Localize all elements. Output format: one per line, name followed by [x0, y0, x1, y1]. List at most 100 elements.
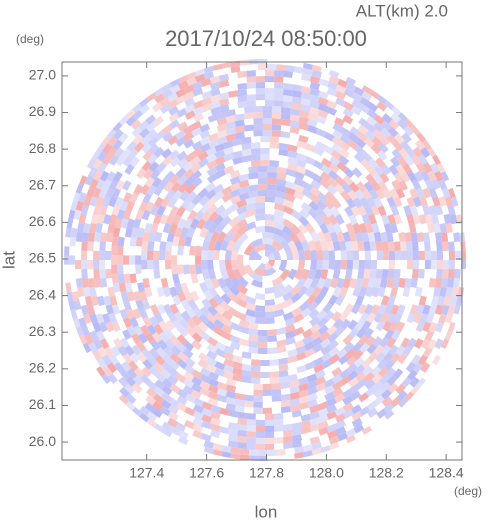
- field-cell: [274, 209, 285, 218]
- field-cell: [381, 396, 393, 407]
- x-tick-label: 128.4: [429, 465, 464, 481]
- field-cell: [427, 147, 437, 158]
- field-cell: [422, 321, 432, 333]
- field-cell: [412, 250, 419, 260]
- field-cell: [363, 327, 374, 339]
- field-cell: [254, 226, 265, 234]
- field-cell: [278, 148, 289, 157]
- field-cell: [332, 122, 344, 133]
- field-cell: [347, 377, 359, 388]
- field-cell: [300, 413, 311, 422]
- field-cell: [284, 193, 296, 203]
- field-cell: [186, 191, 197, 202]
- field-cell: [147, 136, 159, 147]
- field-cell: [64, 255, 70, 265]
- field-cell: [190, 389, 202, 400]
- field-cell: [292, 440, 303, 448]
- field-cell: [311, 441, 322, 450]
- field-cell: [107, 362, 118, 374]
- field-cell: [418, 295, 427, 306]
- field-cell: [262, 111, 272, 119]
- field-cell: [225, 109, 236, 117]
- field-cell: [262, 123, 272, 131]
- field-cell: [192, 81, 203, 90]
- field-cell: [230, 195, 241, 205]
- field-cell: [361, 151, 373, 162]
- field-cell: [201, 414, 212, 423]
- field-cell: [299, 208, 311, 219]
- field-cell: [319, 331, 331, 342]
- field-cell: [206, 196, 218, 208]
- field-cell: [237, 232, 249, 244]
- field-cell: [126, 325, 137, 337]
- field-cell: [276, 172, 287, 181]
- field-cell: [206, 312, 218, 324]
- field-cell: [253, 389, 263, 396]
- field-cell: [348, 231, 357, 242]
- field-cell: [158, 177, 170, 189]
- field-cell: [283, 70, 293, 78]
- field-cell: [125, 115, 137, 127]
- field-cell: [165, 214, 175, 225]
- field-cell: [334, 325, 345, 337]
- field-cell: [253, 383, 263, 390]
- field-cell: [89, 330, 99, 342]
- field-cell: [141, 142, 152, 154]
- field-cell: [218, 79, 230, 88]
- field-cell: [377, 150, 388, 161]
- field-cell: [411, 179, 422, 191]
- field-cell: [343, 409, 354, 419]
- field-cell: [219, 407, 230, 416]
- field-cell: [234, 392, 245, 401]
- field-cell: [359, 312, 370, 324]
- field-cell: [291, 249, 299, 260]
- field-cell: [93, 205, 102, 216]
- field-cell: [179, 318, 190, 330]
- field-cell: [342, 395, 354, 406]
- field-cell: [265, 431, 275, 439]
- field-cell: [364, 372, 375, 383]
- field-cell: [93, 269, 100, 279]
- field-cell: [420, 338, 431, 350]
- field-cell: [376, 408, 388, 419]
- x-tick-label: 127.6: [189, 465, 224, 481]
- field-cell: [260, 136, 270, 143]
- field-cell: [418, 214, 427, 225]
- field-cell: [409, 376, 420, 388]
- field-cell: [168, 119, 180, 130]
- field-cell: [358, 392, 370, 403]
- field-cell: [370, 143, 382, 155]
- field-cell: [184, 110, 196, 120]
- field-cell: [352, 286, 361, 298]
- field-cell: [121, 361, 132, 372]
- field-cell: [311, 286, 322, 298]
- field-cell: [214, 156, 226, 166]
- field-cell: [424, 179, 435, 190]
- field-cell: [329, 442, 340, 450]
- field-cell: [418, 154, 428, 166]
- field-cell: [250, 148, 261, 155]
- field-cell: [377, 286, 386, 298]
- field-cell: [215, 169, 226, 179]
- field-cell: [201, 250, 208, 260]
- field-cell: [295, 165, 307, 175]
- field-cell: [234, 113, 245, 121]
- field-cell: [97, 295, 106, 306]
- field-cell: [262, 389, 272, 397]
- field-cell: [108, 179, 119, 191]
- field-cell: [232, 373, 243, 382]
- field-cell: [307, 399, 318, 408]
- field-cell: [160, 399, 172, 410]
- field-cell: [428, 304, 437, 315]
- field-cell: [304, 249, 311, 260]
- field-cell: [239, 454, 250, 461]
- field-cell: [403, 204, 412, 216]
- field-cell: [75, 200, 84, 212]
- field-cell: [326, 184, 338, 196]
- field-cell: [276, 185, 287, 193]
- field-cell: [386, 134, 398, 145]
- field-cell: [145, 395, 156, 406]
- field-cell: [265, 226, 276, 234]
- field-cell: [102, 196, 111, 207]
- field-cell: [246, 82, 256, 89]
